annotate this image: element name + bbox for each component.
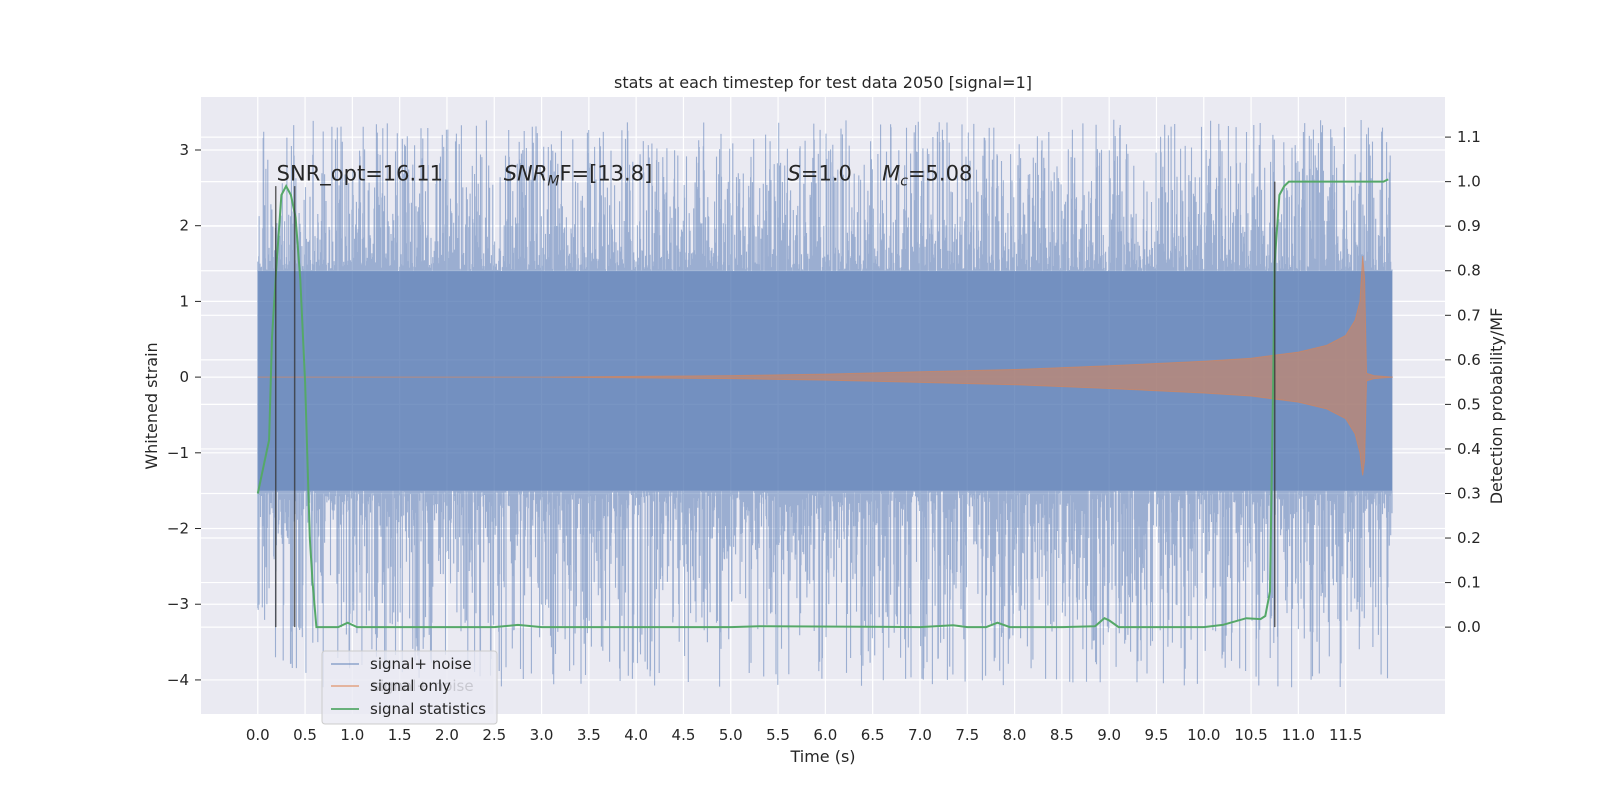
annotation-symbol: SNR [504, 161, 548, 185]
y-tick-label: 2 [179, 217, 189, 235]
x-tick-label: 3.0 [530, 726, 554, 744]
x-tick-label: 9.5 [1145, 726, 1169, 744]
x-tick-label: 6.0 [813, 726, 837, 744]
x-tick-label: 4.0 [624, 726, 648, 744]
y2-tick-label: 0.3 [1457, 484, 1481, 502]
y-tick-label: 3 [179, 141, 189, 159]
annotations: SNR_opt=16.11 SNRMF=[13.8] S=1.0 Mc=5.08 [277, 161, 973, 189]
annotation-text: S=1.0 [788, 161, 852, 185]
legend-label-signal-only: signal only [370, 677, 451, 695]
x-tick-label: 9.0 [1097, 726, 1121, 744]
legend-ghost-text: signal+ noise [372, 677, 474, 695]
y2-tick-label: 0.8 [1457, 262, 1481, 280]
x-tick-label: 1.5 [388, 726, 412, 744]
annotation-value: =5.08 [908, 161, 972, 185]
y-tick-label: −1 [167, 444, 189, 462]
signal-statistics-line [256, 178, 1389, 629]
y2-tick-label: 1.1 [1457, 128, 1481, 146]
signal-only-layer [257, 255, 1394, 476]
annotation-subscript: M [547, 173, 559, 189]
x-tick-label: 5.5 [766, 726, 790, 744]
x-tick-label: 7.5 [955, 726, 979, 744]
y-tick-label: 1 [179, 292, 189, 310]
x-tick-label: 11.0 [1282, 726, 1315, 744]
x-tick-label: 0.0 [246, 726, 270, 744]
vertical-markers [274, 181, 1276, 628]
signal-only-envelope [257, 255, 1394, 476]
y2-tick-label: 1.0 [1457, 173, 1481, 191]
x-tick-label: 2.5 [482, 726, 506, 744]
y-tick-label: −3 [167, 595, 189, 613]
y-axis-label: Whitened strain [142, 342, 161, 469]
x-tick-label: 7.0 [908, 726, 932, 744]
y2-tick-label: 0.2 [1457, 529, 1481, 547]
annotation-value: F=[13.8] [559, 161, 652, 185]
x-tick-label: 0.5 [293, 726, 317, 744]
annotation-text: SNRMF=[13.8] [504, 161, 653, 189]
y2-tick-label: 0.0 [1457, 618, 1481, 636]
y-tick-label: 0 [179, 368, 189, 386]
x-axis-label: Time (s) [789, 747, 855, 766]
annotation-symbol: S [788, 161, 801, 185]
chart-title: stats at each timestep for test data 205… [614, 73, 1032, 92]
x-tick-label: 2.0 [435, 726, 459, 744]
y2-axis-label: Detection probability/MF [1487, 308, 1506, 505]
legend-label-signal-noise: signal+ noise [370, 655, 472, 673]
tick-labels: 0.0 0.5 1.0 1.5 2.0 2.5 3.0 3.5 4.0 4.5 5.0 5.5 6.0 6… [167, 128, 1481, 744]
x-tick-label: 3.5 [577, 726, 601, 744]
y-tick-label: −4 [167, 671, 189, 689]
annotation-text: SNR_opt=16.11 [277, 161, 443, 186]
y2-tick-label: 0.9 [1457, 217, 1481, 235]
x-tick-label: 10.0 [1187, 726, 1220, 744]
annotation-subscript: c [900, 173, 908, 189]
legend-label-signal-statistics: signal statistics [370, 700, 486, 718]
y2-tick-label: 0.7 [1457, 306, 1481, 324]
x-tick-label: 8.5 [1050, 726, 1074, 744]
annotation-value: =1.0 [801, 161, 852, 185]
y-tick-label: −2 [167, 520, 189, 538]
legend: signal+ noise signal+ noise signal only … [321, 650, 498, 725]
x-tick-label: 1.0 [340, 726, 364, 744]
y2-tick-label: 0.5 [1457, 395, 1481, 413]
y2-tick-label: 0.6 [1457, 351, 1481, 369]
signal-statistics-layer [256, 178, 1389, 629]
y2-tick-label: 0.1 [1457, 574, 1481, 592]
x-tick-label: 4.5 [672, 726, 696, 744]
x-tick-label: 8.0 [1003, 726, 1027, 744]
annotation-symbol: M [882, 161, 900, 185]
y2-tick-label: 0.4 [1457, 440, 1481, 458]
annotation-text: Mc=5.08 [882, 161, 972, 189]
x-tick-label: 6.5 [861, 726, 885, 744]
legend-box [321, 650, 498, 725]
x-tick-label: 11.5 [1329, 726, 1362, 744]
x-tick-label: 5.0 [719, 726, 743, 744]
x-tick-label: 10.5 [1234, 726, 1267, 744]
